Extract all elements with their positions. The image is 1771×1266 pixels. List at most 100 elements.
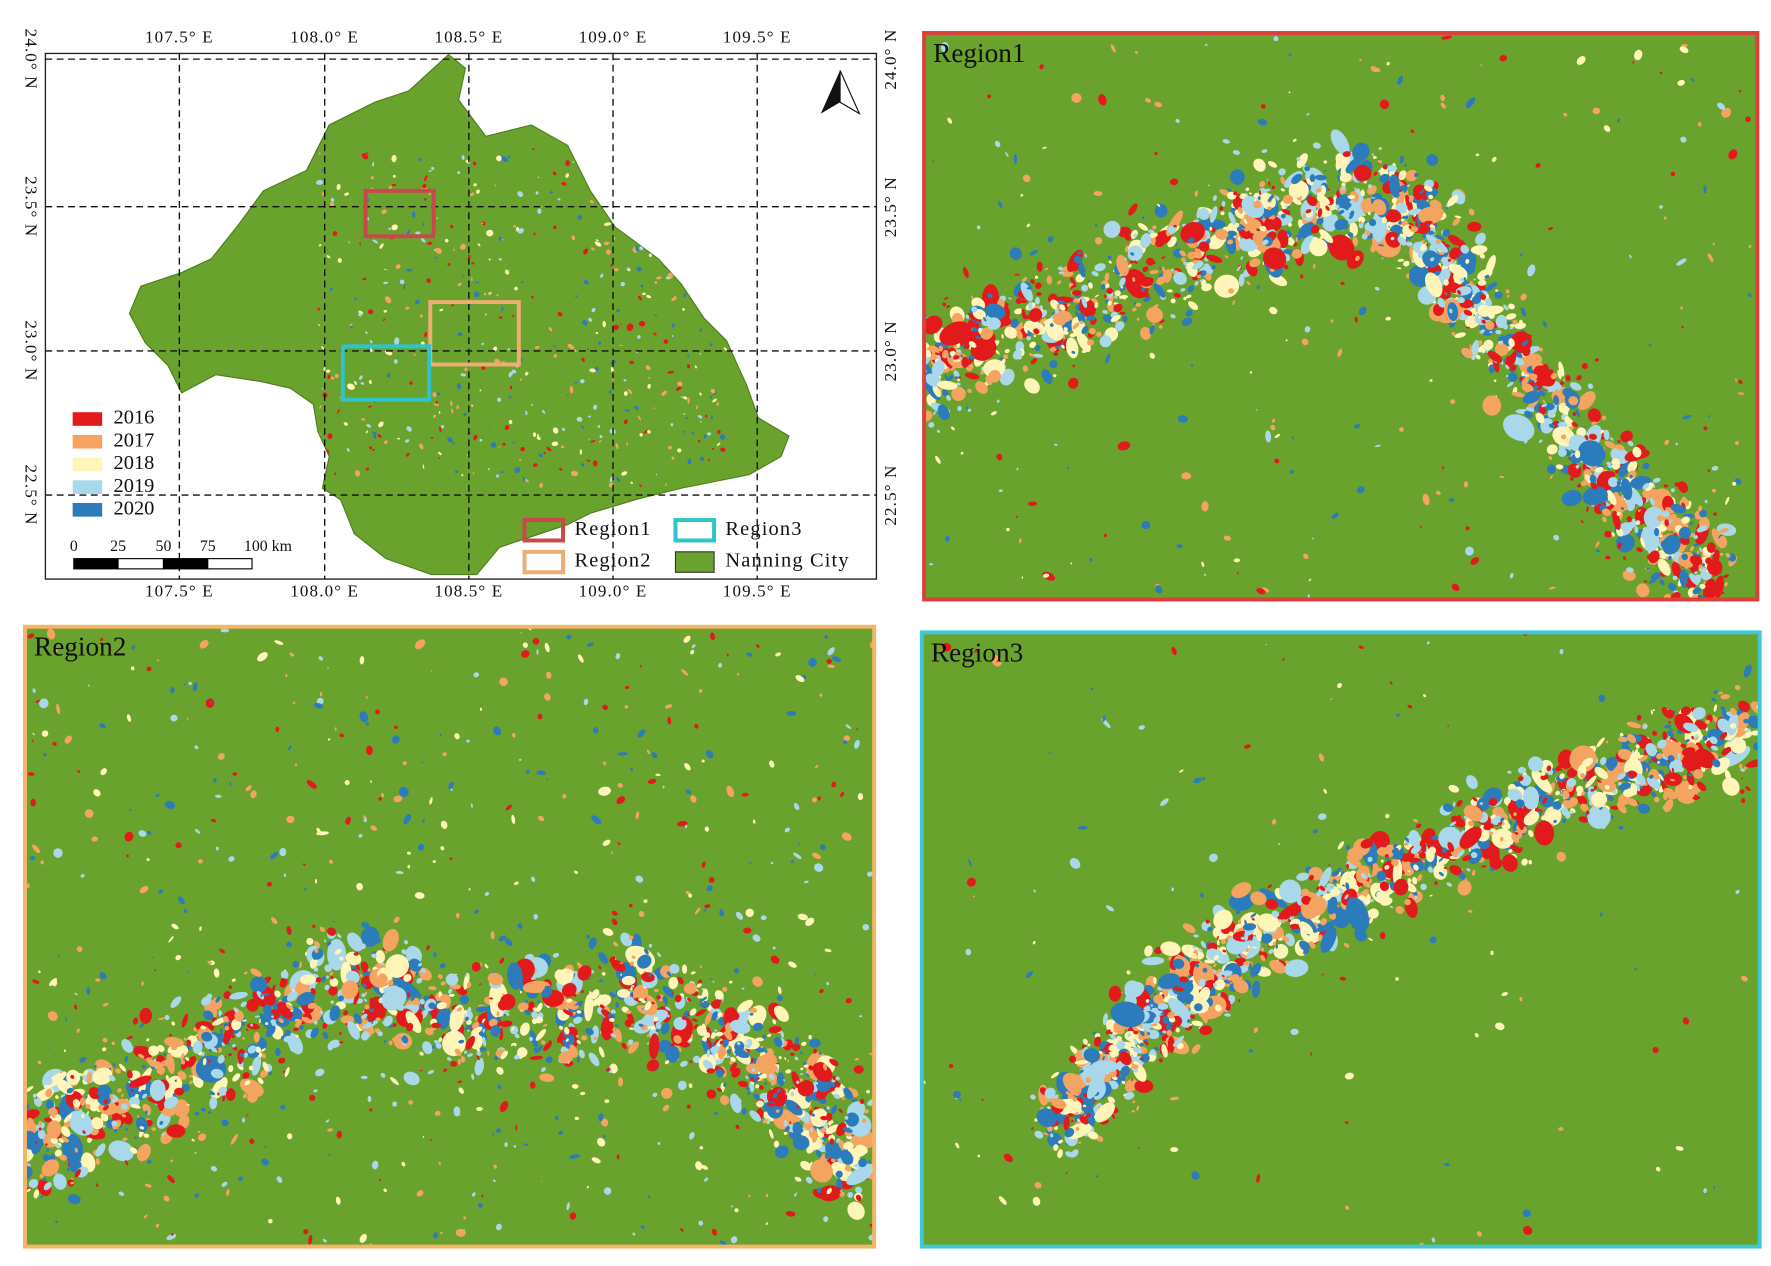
land-change-patch (1563, 112, 1568, 117)
land-change-patch (206, 993, 213, 1000)
land-change-patch (1124, 257, 1127, 261)
land-change-patch (1139, 276, 1154, 287)
land-change-patch (315, 180, 324, 185)
land-change-patch (868, 1160, 871, 1163)
land-change-patch (332, 231, 338, 237)
land-change-patch (313, 941, 321, 948)
land-change-patch (783, 1040, 788, 1047)
land-change-patch (414, 299, 420, 305)
land-change-patch (639, 433, 643, 437)
land-change-patch (1727, 602, 1731, 609)
land-change-patch (1254, 198, 1257, 202)
land-change-patch (286, 941, 292, 948)
land-change-patch (911, 393, 915, 396)
land-change-patch (1660, 540, 1668, 549)
land-change-patch (967, 408, 972, 412)
land-change-patch (1274, 458, 1280, 464)
land-change-patch (538, 453, 543, 458)
land-change-patch (577, 965, 592, 981)
land-change-patch (1681, 44, 1688, 48)
land-change-patch (576, 1039, 581, 1045)
land-change-patch (919, 360, 922, 367)
land-change-patch (541, 1040, 546, 1045)
land-change-patch (299, 974, 317, 985)
land-change-patch (756, 1100, 764, 1108)
land-change-patch (1107, 255, 1112, 260)
land-change-patch (1159, 266, 1162, 271)
land-change-patch (185, 1104, 190, 1106)
land-change-patch (1727, 623, 1733, 630)
land-change-patch (1081, 296, 1088, 308)
land-change-patch (484, 964, 489, 969)
land-change-patch (1119, 277, 1126, 287)
land-change-patch (710, 1045, 721, 1055)
land-change-patch (435, 1042, 442, 1049)
land-change-patch (1527, 264, 1536, 277)
land-change-patch (143, 1133, 150, 1138)
land-change-patch (498, 935, 507, 942)
land-change-patch (638, 1023, 644, 1027)
land-change-patch (903, 343, 921, 361)
land-change-patch (1004, 326, 1018, 339)
land-change-patch (990, 411, 997, 416)
land-change-patch (156, 1065, 166, 1075)
land-change-patch (581, 357, 585, 362)
land-change-patch (1029, 341, 1037, 348)
land-change-patch (592, 460, 598, 467)
land-change-patch (392, 174, 396, 178)
land-change-patch (1571, 422, 1578, 428)
land-change-patch (1071, 350, 1076, 354)
lon-label-top: 107.5° E (145, 28, 214, 47)
land-change-patch (1249, 371, 1253, 374)
land-change-patch (1576, 56, 1586, 65)
land-change-patch (1004, 318, 1012, 326)
land-change-patch (637, 954, 652, 969)
land-change-patch (1681, 325, 1684, 329)
land-change-patch (1283, 249, 1294, 255)
land-change-patch (86, 1071, 92, 1084)
land-change-patch (1419, 525, 1423, 528)
land-change-patch (1677, 481, 1689, 493)
land-change-patch (600, 1016, 614, 1041)
land-change-patch (1033, 353, 1044, 358)
land-change-patch (947, 117, 953, 124)
land-change-patch (620, 932, 633, 947)
land-change-patch (1718, 535, 1728, 549)
land-change-patch (117, 1088, 122, 1093)
land-change-patch (339, 1032, 342, 1035)
land-change-patch (432, 392, 437, 398)
land-change-patch (643, 429, 649, 434)
land-change-patch (1524, 410, 1533, 419)
land-change-patch (1361, 233, 1368, 240)
land-change-patch (1034, 275, 1039, 279)
land-change-patch (1659, 205, 1663, 209)
land-change-patch (329, 287, 333, 291)
land-change-patch (1072, 322, 1080, 330)
land-change-patch (218, 1086, 228, 1096)
land-change-patch (337, 933, 342, 939)
land-change-patch (1589, 467, 1596, 471)
land-change-patch (1559, 381, 1565, 386)
land-change-patch (369, 1008, 375, 1013)
land-change-patch (704, 1011, 713, 1026)
land-change-patch (553, 345, 556, 348)
land-change-patch (1020, 193, 1024, 197)
land-change-patch (1205, 273, 1212, 281)
land-change-patch (1227, 188, 1232, 192)
land-change-patch (1554, 388, 1559, 394)
land-change-patch (1575, 409, 1580, 418)
land-change-patch (751, 1068, 756, 1072)
year-swatch (72, 412, 103, 426)
land-change-patch (1212, 195, 1217, 201)
land-change-patch (482, 1028, 486, 1033)
land-change-patch (1734, 378, 1738, 382)
land-change-patch (1463, 277, 1467, 283)
land-change-patch (1028, 501, 1038, 506)
land-change-patch (261, 1021, 264, 1025)
lon-label-top: 108.5° E (434, 28, 503, 47)
land-change-patch (407, 992, 411, 997)
land-change-patch (714, 1029, 718, 1032)
land-change-patch (225, 1088, 236, 1101)
land-change-patch (1359, 59, 1362, 62)
